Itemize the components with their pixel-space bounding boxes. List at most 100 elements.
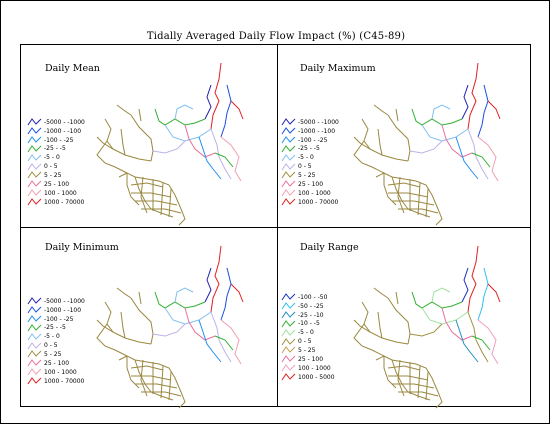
channel-segment [392,200,435,206]
channel-segment [397,359,405,397]
legend-item: -100 - -25 [281,136,339,145]
channel-segment-impact [411,291,463,309]
map-daily-range [353,245,501,409]
panel-title: Daily Mean [45,63,100,74]
grid-divider-horizontal [21,227,530,228]
channel-segment [391,176,431,218]
legend-item: 25 - 100 [27,359,85,368]
legend-line-symbol [281,171,296,179]
legend-item: 100 - 1000 [27,368,85,377]
channel-segment [116,287,132,299]
channel-segment-impact [467,128,489,180]
channel-segment-impact [152,323,186,337]
channel-segment-impact [220,84,232,138]
legend-label: 100 - 1000 [298,364,331,372]
legend-item: -5000 - -1000 [27,297,85,306]
channel-segment-impact [152,140,186,154]
channel-segment-impact [210,311,232,363]
legend-label: -1000 - -100 [298,127,336,135]
channel-network [353,62,501,226]
legend-label: -5000 - -1000 [44,118,85,126]
legend-line-symbol [27,189,42,197]
legend-label: -25 - -5 [44,324,66,332]
legend-item: 0 - 5 [27,162,85,171]
channel-segment [120,128,126,156]
channel-segment [104,118,114,150]
channel-segment [120,311,126,339]
legend-item: 5 - 25 [281,346,335,355]
channel-segment [131,192,172,198]
map-daily-minimum [96,245,244,409]
channel-segment-impact [411,108,463,126]
legend-item: 1000 - 70000 [281,198,339,207]
legend-daily-range: -100 - -50 -50 - -25 -25 - -10 -10 - -5 -5 -… [281,293,335,381]
channel-segment-impact [220,319,242,365]
legend-line-symbol [281,189,296,197]
channel-segment [361,118,371,150]
channel-segment [397,176,405,214]
channel-segment [126,355,186,409]
channel-segment-impact [467,245,479,313]
channel-segment [114,166,128,174]
channel-segment [160,365,164,399]
legend-line-symbol [27,198,42,206]
legend-line-symbol [27,127,42,135]
channel-segment-impact [409,323,443,337]
channel-segment [138,108,142,122]
legend-item: 0 - 5 [281,162,339,171]
legend-line-symbol [27,145,42,153]
channel-segment [130,114,154,162]
panel-daily-mean: Daily Mean -5000 - -1000 -1000 - -100 -100… [21,45,276,226]
legend-line-symbol [281,302,296,310]
channel-segment-impact [471,335,491,351]
legend-item: -5 - 0 [281,153,339,162]
channel-segment-impact [210,62,222,130]
channel-segment [353,140,373,168]
channel-segment-impact [467,62,479,130]
legend-item: -5 - 0 [27,332,85,341]
map-daily-mean [96,62,244,226]
legend-item: 5 - 25 [27,350,85,359]
legend-label: 100 - 1000 [44,189,77,197]
legend-item: 5 - 25 [281,171,339,180]
channel-segment [140,176,148,214]
legend-item: 0 - 5 [281,337,335,346]
channel-segment-impact [164,124,212,142]
channel-segment-impact [409,140,443,154]
legend-label: -5 - 0 [44,154,60,162]
legend-item: -5000 - -1000 [27,118,85,127]
legend-label: 1000 - 70000 [44,198,85,206]
legend-item: -25 - -5 [281,145,339,154]
channel-segment-impact [220,267,232,321]
legend-item: -100 - -25 [27,136,85,145]
legend-line-symbol [281,145,296,153]
channel-segment [398,391,439,397]
legend-line-symbol [27,153,42,162]
legend-daily-minimum: -5000 - -1000 -1000 - -100 -100 - -25 -25 -… [27,297,85,385]
legend-item: 100 - 1000 [281,189,339,198]
channel-segment-impact [487,100,501,120]
legend-line-symbol [27,315,42,323]
channel-segment [425,371,429,401]
legend-line-symbol [281,328,296,337]
legend-item: 25 - 100 [27,180,85,189]
legend-line-symbol [281,198,296,206]
legend-label: -5 - 0 [44,333,60,341]
legend-line-symbol [281,127,296,135]
legend-item: -100 - -25 [27,315,85,324]
panel-daily-minimum: Daily Minimum -5000 - -1000 -1000 - -100-… [21,228,276,409]
legend-label: 0 - 5 [44,342,58,350]
channel-segment-impact [455,319,479,363]
channel-segment [126,172,186,226]
legend-label: -100 - -25 [44,315,74,323]
channel-segment [377,128,383,156]
channel-segment-impact [210,128,232,180]
legend-label: 5 - 25 [44,350,62,358]
legend-label: -5000 - -1000 [298,118,339,126]
channel-segment-impact [467,311,489,363]
legend-line-symbol [27,341,42,349]
channel-segment [135,383,178,389]
legend-item: -5000 - -1000 [281,118,339,127]
channel-segment-impact [477,84,489,138]
